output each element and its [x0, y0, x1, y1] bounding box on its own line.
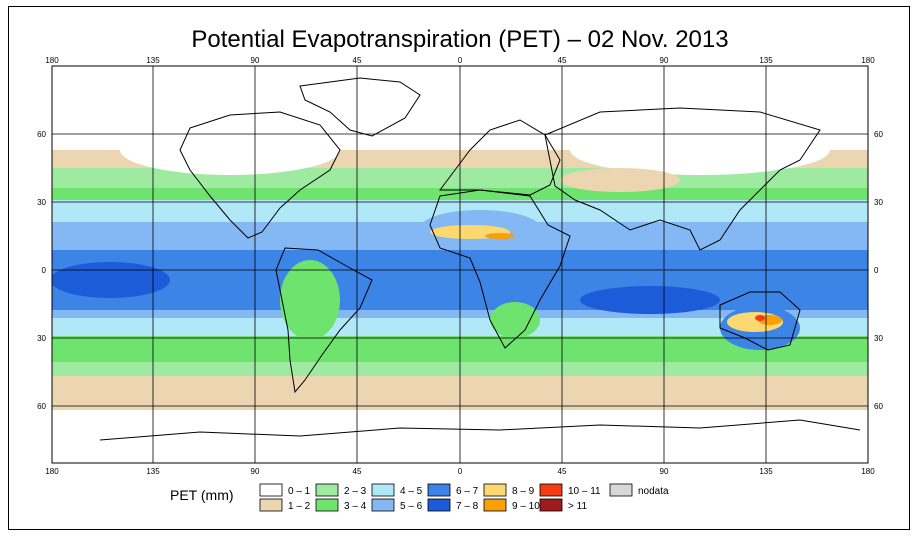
map-border — [51, 65, 869, 464]
lat-tick-right: 60 — [874, 402, 883, 411]
patch-siberia — [570, 125, 830, 175]
legend-label: 2 – 3 — [344, 486, 367, 497]
lon-ticks-bottom: 180 135 90 45 0 45 90 135 180 — [45, 467, 875, 476]
lat-ticks-left: 60 30 0 30 60 — [37, 130, 46, 411]
legend-swatch — [539, 498, 563, 512]
patch-deep-pacific — [52, 262, 170, 298]
coastlines — [99, 77, 861, 441]
legend-swatch — [539, 483, 563, 497]
legend-label: 9 – 10 — [512, 501, 540, 512]
graticule — [52, 66, 868, 463]
legend-swatch — [483, 498, 507, 512]
lon-tick-bottom: 180 — [861, 467, 875, 476]
legend-label: 6 – 7 — [456, 486, 479, 497]
lat-tick-left: 30 — [37, 198, 46, 207]
legend-swatch — [315, 498, 339, 512]
pet-field — [52, 66, 868, 463]
lat-tick-left: 60 — [37, 402, 46, 411]
coast-asia — [544, 107, 821, 251]
lat-tick-right: 0 — [874, 266, 879, 275]
patch-canada — [120, 125, 340, 175]
legend-swatch — [483, 483, 507, 497]
lon-tick-bottom: 135 — [146, 467, 160, 476]
lon-tick-top: 45 — [353, 56, 362, 65]
lon-tick-top: 90 — [660, 56, 669, 65]
lon-tick-bottom: 0 — [458, 467, 463, 476]
lat-tick-right: 30 — [874, 334, 883, 343]
lon-tick-bottom: 135 — [759, 467, 773, 476]
legend-label: 4 – 5 — [400, 486, 423, 497]
legend-title: PET (mm) — [170, 487, 234, 503]
legend-swatch — [371, 498, 395, 512]
legend-swatch — [259, 483, 283, 497]
lat-ticks-right: 60 30 0 30 60 — [874, 130, 883, 411]
coast-africa — [429, 189, 571, 349]
patch-africa-south — [490, 302, 540, 338]
lon-tick-top: 45 — [558, 56, 567, 65]
legend-label: 7 – 8 — [456, 501, 479, 512]
lon-ticks-top: 180 135 90 45 0 45 90 135 180 — [45, 56, 875, 65]
legend-label: 3 – 4 — [344, 501, 367, 512]
patch-south-america — [280, 260, 340, 340]
coast-antarctica — [99, 419, 861, 441]
patch-australia-hot3 — [755, 315, 765, 321]
lat-tick-right: 60 — [874, 130, 883, 139]
legend-swatch — [371, 483, 395, 497]
lon-tick-bottom: 45 — [558, 467, 567, 476]
patch-deep-indian — [580, 286, 720, 314]
lon-tick-top: 180 — [861, 56, 875, 65]
legend-label: nodata — [638, 486, 669, 497]
lon-tick-bottom: 180 — [45, 467, 59, 476]
lon-tick-top: 90 — [251, 56, 260, 65]
legend-label: 8 – 9 — [512, 486, 535, 497]
lon-tick-bottom: 45 — [353, 467, 362, 476]
coast-australia — [719, 291, 801, 351]
legend-swatch — [609, 483, 633, 497]
coast-greenland — [299, 77, 421, 137]
lat-tick-left: 30 — [37, 334, 46, 343]
legend-label: 0 – 1 — [288, 486, 311, 497]
lat-tick-left: 0 — [42, 266, 47, 275]
lon-tick-top: 0 — [458, 56, 463, 65]
lon-tick-top: 180 — [45, 56, 59, 65]
legend-items: 0 – 1 1 – 2 2 – 3 3 – 4 4 – 5 5 – 6 6 – 7 7 – 8… — [259, 483, 669, 512]
lon-tick-bottom: 90 — [660, 467, 669, 476]
legend-label: 5 – 6 — [400, 501, 423, 512]
patch-asia-beige — [560, 168, 680, 192]
patch-sahara-hot2 — [485, 233, 515, 239]
legend-swatch — [259, 498, 283, 512]
legend-label: 1 – 2 — [288, 501, 311, 512]
legend-label: 10 – 11 — [568, 486, 601, 497]
legend-label: > 11 — [568, 501, 587, 512]
map-title: Potential Evapotranspiration (PET) – 02 … — [191, 26, 729, 53]
lat-tick-left: 60 — [37, 130, 46, 139]
legend-swatch — [427, 498, 451, 512]
lon-tick-top: 135 — [759, 56, 773, 65]
lon-tick-top: 135 — [146, 56, 160, 65]
coast-north-america — [179, 111, 341, 239]
legend-swatch — [427, 483, 451, 497]
lon-tick-bottom: 90 — [251, 467, 260, 476]
lat-tick-right: 30 — [874, 198, 883, 207]
legend: PET (mm) 0 – 1 1 – 2 2 – 3 3 – 4 4 – 5 5 – 6 6… — [170, 483, 669, 512]
legend-swatch — [315, 483, 339, 497]
